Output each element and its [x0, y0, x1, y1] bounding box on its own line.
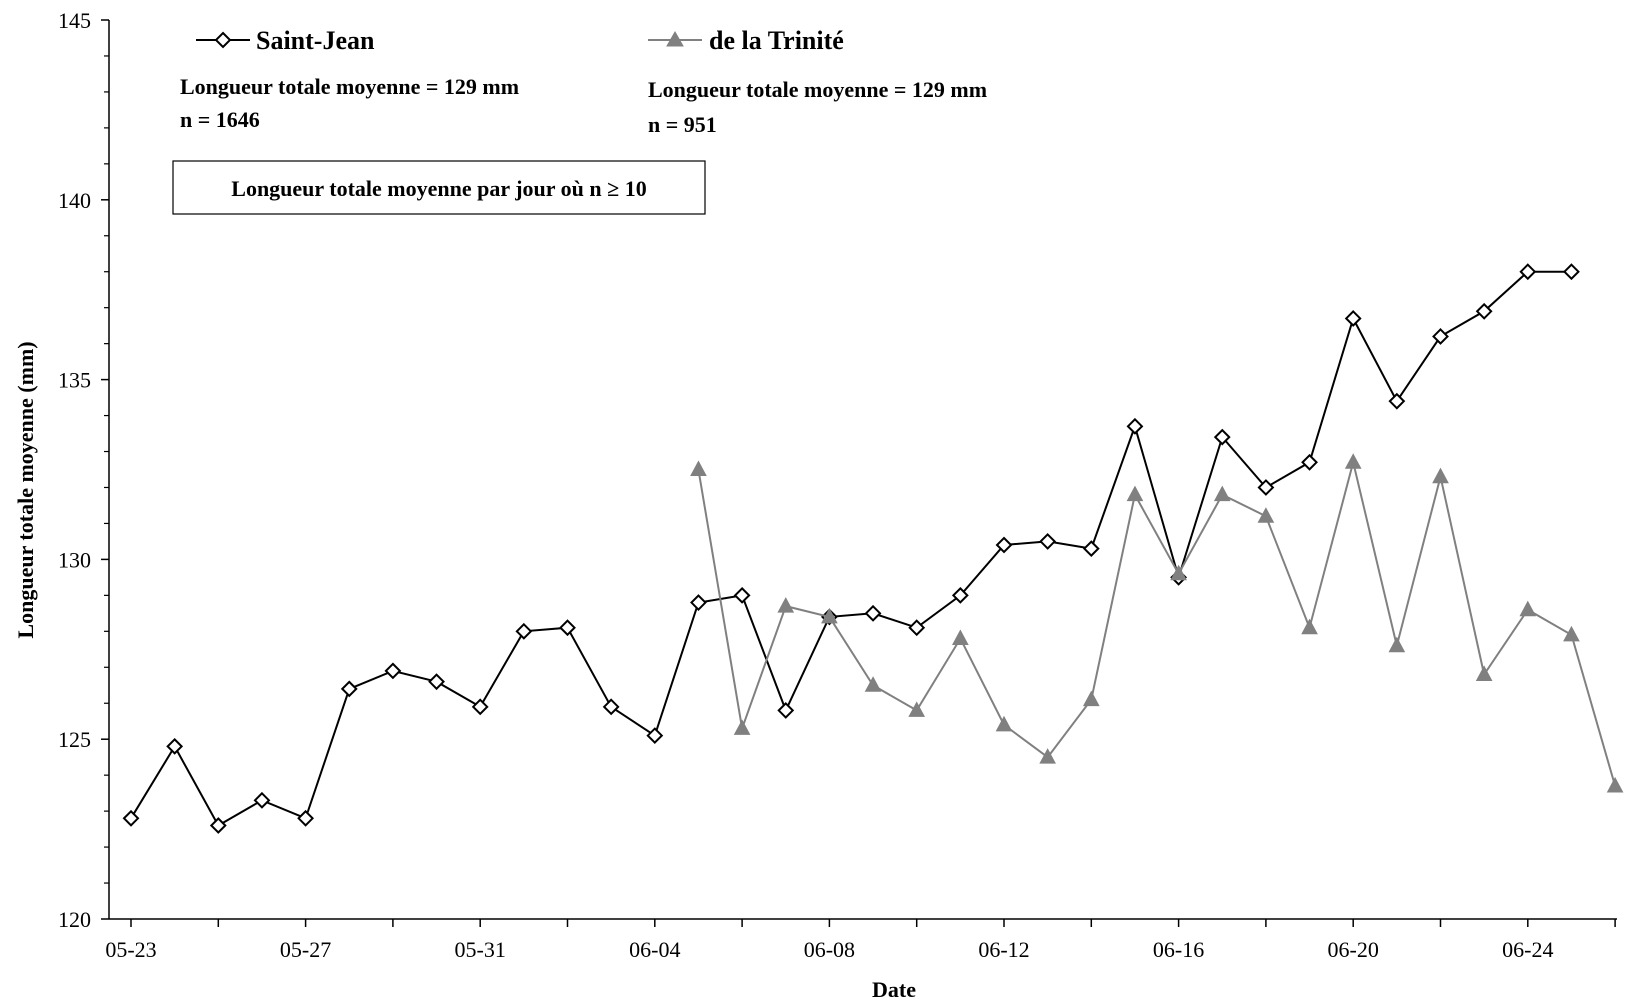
point-trinite-2000-06-23: [1475, 665, 1493, 681]
point-saint-jean-2000-06-22: [1432, 328, 1449, 345]
legend-label-trinite: de la Trinité: [709, 26, 844, 55]
point-trinite-2000-06-07: [777, 597, 795, 613]
point-saint-jean-2000-05-31: [471, 698, 489, 716]
point-saint-jean-2000-06-19: [1301, 453, 1318, 471]
point-saint-jean-2000-06-23: [1475, 302, 1493, 320]
point-saint-jean-2000-06-07: [777, 702, 795, 719]
annotation-trinite-mean: Longueur totale moyenne = 129 mm: [648, 77, 987, 102]
series-layer: [122, 263, 1624, 834]
point-trinite-2000-06-24: [1519, 600, 1537, 617]
point-saint-jean-2000-05-30: [428, 673, 445, 691]
legend-item-saint-jean: Saint-Jean: [196, 26, 375, 55]
legend-marker-saint-jean: [214, 31, 232, 49]
series-saint-jean: [122, 263, 1580, 834]
point-trinite-2000-06-09: [864, 676, 882, 692]
annotation-box: Longueur totale moyenne par jour où n ≥ …: [172, 160, 706, 215]
point-saint-jean-2000-06-14: [1082, 540, 1100, 558]
point-saint-jean-2000-06-03: [602, 698, 620, 716]
point-trinite-2000-06-14: [1082, 690, 1100, 707]
point-saint-jean-2000-06-21: [1388, 392, 1406, 410]
y-tick-label-130: 130: [58, 547, 91, 572]
y-tick-label-120: 120: [58, 907, 91, 932]
point-trinite-2000-06-21: [1388, 636, 1406, 653]
point-saint-jean-2000-06-13: [1039, 533, 1057, 550]
point-saint-jean-2000-06-09: [864, 604, 882, 622]
point-saint-jean-2000-06-17: [1213, 428, 1231, 446]
legend: Saint-Jean de la Trinité: [196, 26, 844, 55]
point-saint-jean-2000-06-10: [908, 619, 926, 637]
point-saint-jean-2000-06-02: [559, 619, 576, 637]
x-tick-label-06-04: 06-04: [629, 937, 680, 962]
point-trinite-2000-06-08: [821, 607, 838, 624]
point-saint-jean-2000-05-23: [122, 809, 140, 827]
series-line-trinite: [697, 462, 1617, 787]
point-saint-jean-2000-06-20: [1344, 310, 1362, 327]
point-trinite-2000-06-18: [1257, 507, 1275, 523]
x-tick-label-05-23: 05-23: [105, 937, 156, 962]
point-saint-jean-2000-06-06: [733, 586, 751, 604]
y-tick-label-145: 145: [58, 8, 91, 33]
legend-marker-trinite: [666, 30, 684, 47]
point-trinite-2000-06-25: [1563, 625, 1580, 642]
x-tick-label-06-24: 06-24: [1502, 937, 1553, 962]
annotation-saint-jean-n: n = 1646: [180, 107, 260, 132]
point-trinite-2000-06-12: [995, 715, 1013, 732]
x-ticks: 05-23 05-27 05-31 06-04 06-08 06-12 06-16 06-20…: [105, 919, 1616, 962]
x-tick-label-05-31: 05-31: [455, 937, 506, 962]
annotation-box-text: Longueur totale moyenne par jour où n ≥ …: [231, 176, 646, 201]
axes: [108, 20, 1617, 920]
point-saint-jean-2000-06-18: [1257, 479, 1275, 496]
series-line-saint-jean: [130, 270, 1572, 827]
x-tick-label-06-16: 06-16: [1153, 937, 1204, 962]
y-tick-label-125: 125: [58, 727, 91, 752]
x-axis-title: Date: [872, 977, 916, 1002]
point-trinite-2000-06-26: [1606, 776, 1624, 793]
point-trinite-2000-06-20: [1344, 453, 1362, 469]
y-axis-title: Longueur totale moyenne (mm): [13, 341, 38, 638]
annotation-saint-jean-mean: Longueur totale moyenne = 129 mm: [180, 74, 519, 99]
annotation-trinite-n: n = 951: [648, 112, 717, 137]
annotation-box-frame: [172, 160, 706, 215]
point-saint-jean-2000-05-24: [166, 737, 184, 755]
point-trinite-2000-06-15: [1126, 485, 1144, 502]
x-tick-label-06-12: 06-12: [978, 937, 1029, 962]
point-saint-jean-2000-06-11: [951, 586, 969, 604]
point-saint-jean-2000-05-26: [253, 791, 271, 809]
point-saint-jean-2000-06-12: [995, 536, 1013, 554]
point-trinite-2000-06-05: [690, 460, 707, 476]
point-trinite-2000-06-17: [1213, 485, 1231, 502]
point-trinite-2000-06-06: [733, 719, 751, 735]
legend-label-saint-jean: Saint-Jean: [256, 26, 375, 55]
point-trinite-2000-06-16: [1170, 564, 1187, 581]
x-tick-label-05-27: 05-27: [280, 937, 331, 962]
point-saint-jean-2000-05-28: [340, 680, 358, 698]
point-trinite-2000-06-19: [1301, 618, 1318, 635]
point-saint-jean-2000-05-25: [209, 817, 227, 834]
point-trinite-2000-06-11: [952, 629, 969, 646]
point-saint-jean-2000-06-15: [1126, 417, 1144, 435]
legend-item-trinite: de la Trinité: [648, 26, 844, 55]
point-saint-jean-2000-06-25: [1563, 263, 1580, 281]
point-saint-jean-2000-05-27: [297, 809, 315, 827]
series-trinite: [690, 453, 1624, 793]
y-tick-label-135: 135: [58, 368, 91, 393]
point-saint-jean-2000-06-24: [1519, 263, 1537, 281]
y-tick-label-140: 140: [58, 188, 91, 213]
x-tick-label-06-08: 06-08: [804, 937, 855, 962]
point-saint-jean-2000-06-01: [515, 622, 533, 640]
point-trinite-2000-06-22: [1432, 467, 1449, 484]
point-saint-jean-2000-05-29: [384, 662, 402, 680]
point-trinite-2000-06-13: [1039, 748, 1056, 764]
point-saint-jean-2000-06-05: [690, 594, 707, 611]
point-trinite-2000-06-10: [908, 701, 926, 717]
point-saint-jean-2000-06-04: [646, 727, 664, 745]
y-ticks: 120 125 130 135 140 145: [58, 8, 109, 932]
x-tick-label-06-20: 06-20: [1328, 937, 1379, 962]
